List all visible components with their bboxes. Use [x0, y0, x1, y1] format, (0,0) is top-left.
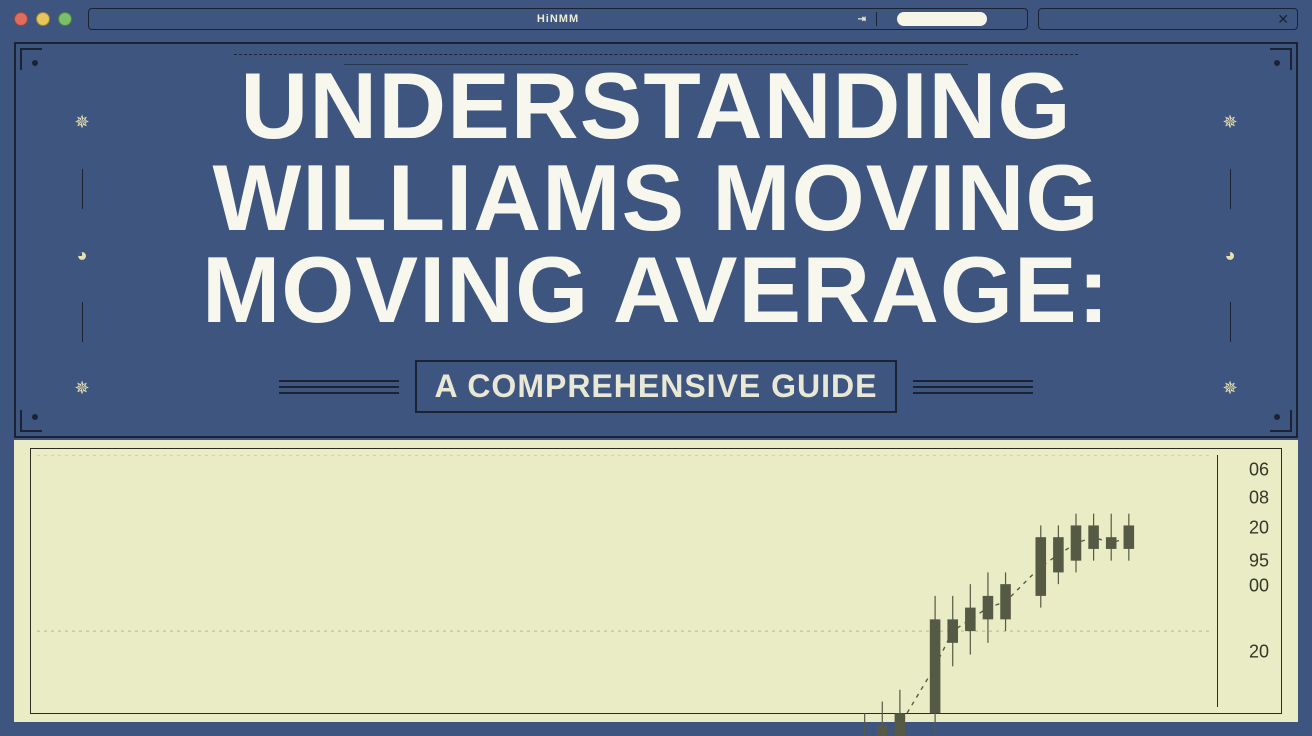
dot-icon: ◕ [1225, 245, 1236, 266]
title-line-3: MOVING AVERAGE: [144, 244, 1168, 336]
sparkle-up-icon: ✵ [1222, 112, 1237, 133]
subtitle-rule-left [279, 386, 399, 388]
ornament-stem [82, 169, 83, 209]
hero-banner: ✵ ◕ ✵ ✵ ◕ ✵ UNDERSTANDING WILLIAMS MOVIN… [14, 42, 1298, 438]
chart-panel: 06 08 20 95 00 20 [14, 440, 1298, 722]
dot-icon: ◕ [77, 245, 88, 266]
secure-glyph-icon: ⇥ [858, 14, 867, 25]
close-window-button[interactable] [14, 12, 28, 26]
address-bar-divider [876, 12, 877, 26]
page-title: UNDERSTANDING WILLIAMS MOVING MOVING AVE… [144, 60, 1168, 336]
title-line-2: WILLIAMS MOVING [144, 152, 1168, 244]
y-tick-label: 20 [1249, 518, 1269, 539]
corner-ornament-bl [20, 410, 42, 432]
ornament-stem [1230, 302, 1231, 342]
y-axis-labels: 06 08 20 95 00 20 [1217, 455, 1275, 707]
corner-ornament-br [1270, 410, 1292, 432]
subtitle-row: A COMPREHENSIVE GUIDE [14, 360, 1298, 413]
browser-window: HiNMM ⇥ ✕ ✵ ◕ ✵ ✵ ◕ ✵ [0, 0, 1312, 736]
maximize-window-button[interactable] [58, 12, 72, 26]
chart-frame: 06 08 20 95 00 20 [30, 448, 1282, 714]
address-bar-pill [897, 12, 987, 26]
address-bar[interactable]: HiNMM ⇥ [88, 8, 1028, 30]
title-line-1: UNDERSTANDING [144, 60, 1168, 152]
y-tick-label: 06 [1249, 460, 1269, 481]
candlestick-chart [37, 455, 1211, 736]
subtitle: A COMPREHENSIVE GUIDE [415, 360, 898, 413]
y-tick-label: 95 [1249, 550, 1269, 571]
window-controls [14, 12, 72, 26]
ornament-stem [82, 302, 83, 342]
sparkle-up-icon: ✵ [74, 112, 89, 133]
ornament-left: ✵ ◕ ✵ [64, 112, 100, 399]
close-tab-icon[interactable]: ✕ [1277, 12, 1289, 26]
minimize-window-button[interactable] [36, 12, 50, 26]
tab-strip: ✕ [1038, 8, 1298, 30]
subtitle-rule-right [913, 386, 1033, 388]
topbar: HiNMM ⇥ ✕ [0, 0, 1312, 40]
y-tick-label: 20 [1249, 641, 1269, 662]
ornament-stem [1230, 169, 1231, 209]
y-tick-label: 00 [1249, 576, 1269, 597]
corner-ornament-tl [20, 48, 42, 70]
address-bar-label: HiNMM [537, 13, 579, 25]
ornament-right: ✵ ◕ ✵ [1212, 112, 1248, 399]
corner-ornament-tr [1270, 48, 1292, 70]
y-tick-label: 08 [1249, 487, 1269, 508]
